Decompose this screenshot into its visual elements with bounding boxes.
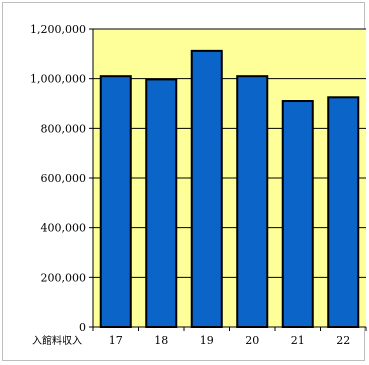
x-tick-label: 22 <box>336 334 350 347</box>
bar-19 <box>190 49 223 328</box>
x-tick-labels: 17 18 19 20 21 22 <box>109 334 351 347</box>
y-tick-label: 1,200,000 <box>30 23 86 36</box>
y-tick-label: 400,000 <box>41 222 87 235</box>
bar-22 <box>327 96 360 328</box>
y-tick-label: 200,000 <box>41 271 87 284</box>
bar-17 <box>99 75 132 328</box>
y-tick-label: 600,000 <box>41 172 87 185</box>
x-tick-label: 21 <box>291 334 305 347</box>
y-tick-label: 800,000 <box>41 122 87 135</box>
bar-18 <box>145 78 178 328</box>
x-tick-label: 19 <box>200 334 214 347</box>
bar-21 <box>281 100 314 329</box>
gridlines <box>93 28 366 278</box>
bars <box>99 49 360 329</box>
x-tick-label: 20 <box>245 334 259 347</box>
x-tick-label: 17 <box>109 334 123 347</box>
x-axis-title: 入館料収入 <box>32 334 82 347</box>
x-tick-label: 18 <box>154 334 168 347</box>
y-tick-label: 0 <box>79 321 86 334</box>
y-tick-label: 1,000,000 <box>30 73 86 86</box>
axes <box>89 28 367 331</box>
y-tick-labels: 0 200,000 400,000 600,000 800,000 1,000,000 1,… <box>30 23 86 334</box>
bar-20 <box>236 75 269 328</box>
